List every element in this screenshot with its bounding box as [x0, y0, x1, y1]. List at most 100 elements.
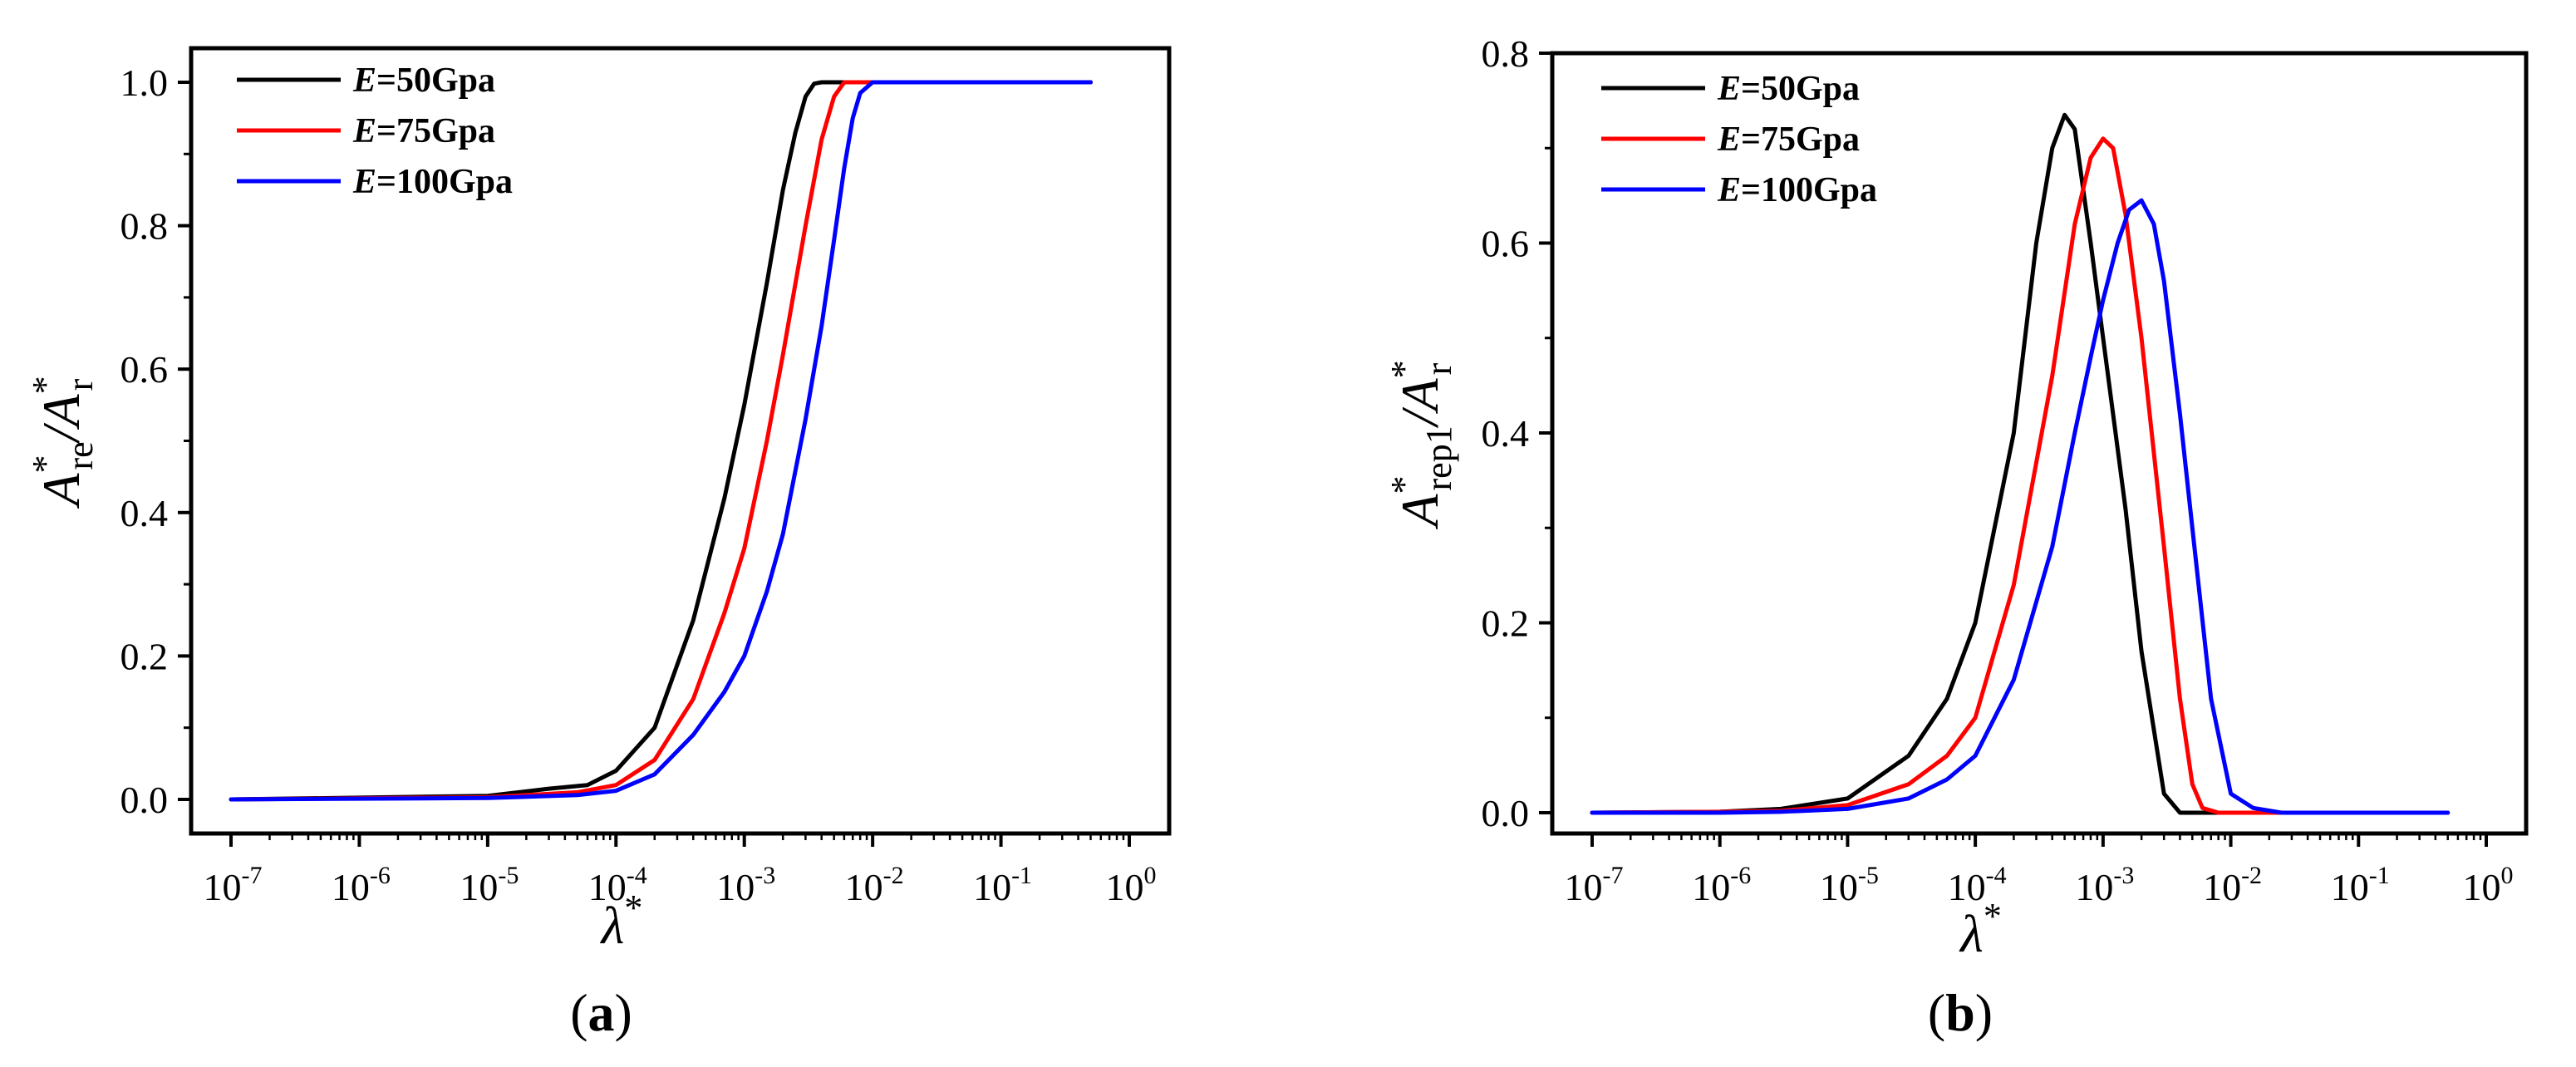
x-tick-base: 10	[2463, 866, 2501, 908]
x-tick-label: 10-3	[716, 862, 775, 908]
caption-letter: b	[1945, 983, 1975, 1042]
x-tick-exponent: -1	[2369, 862, 2390, 889]
legend-value: =100Gpa	[376, 163, 513, 201]
x-tick-exponent: 0	[1144, 862, 1157, 889]
x-tick-label: 100	[1106, 862, 1157, 908]
y-tick-label: 0.2	[120, 635, 169, 677]
x-label-sup: *	[624, 888, 642, 928]
x-tick-label: 10-6	[1692, 862, 1751, 908]
x-tick-exponent: -1	[1011, 862, 1032, 889]
legend-symbol: E	[352, 163, 376, 201]
panel-caption: (b)	[1928, 983, 1993, 1042]
caption-open-paren: (	[570, 983, 587, 1042]
legend-label: E=50Gpa	[352, 61, 495, 100]
x-tick-base: 10	[1565, 866, 1603, 908]
y-label-sub: r	[60, 378, 101, 391]
chart-panel-b: 10-7 10-6 10-5 10-4 10-3 10-2 10-1 1000.00.20.4…	[1384, 32, 2529, 1042]
legend-symbol: E	[1717, 70, 1741, 108]
legend-label: E=75Gpa	[352, 112, 495, 150]
x-tick-base: 10	[332, 866, 370, 908]
x-label-sup: *	[1984, 896, 2002, 937]
y-label-symbol: A	[32, 473, 91, 509]
y-tick-label: 0.8	[1482, 32, 1530, 75]
x-tick-exponent: -3	[2113, 862, 2134, 889]
y-tick-label: 0.6	[120, 348, 169, 391]
x-tick-label: 10-3	[2075, 862, 2134, 908]
caption-open-paren: (	[1928, 983, 1945, 1042]
y-tick-label: 0.0	[1482, 792, 1530, 834]
plot-frame	[189, 46, 1172, 836]
x-tick-label: 10-7	[204, 862, 263, 908]
x-tick-label: 10-6	[332, 862, 391, 908]
x-tick-exponent: -2	[2241, 862, 2262, 889]
x-tick-base: 10	[1820, 866, 1858, 908]
y-tick-label: 1.0	[120, 61, 169, 104]
legend-value: =50Gpa	[1741, 70, 1860, 108]
y-label-denominator: /A	[32, 394, 91, 445]
x-tick-base: 10	[845, 866, 883, 908]
y-label-symbol: A	[1390, 494, 1449, 530]
x-label-symbol: λ	[600, 896, 625, 955]
x-tick-exponent: -3	[755, 862, 775, 889]
legend-symbol: E	[1717, 171, 1741, 209]
legend-symbol: E	[352, 112, 376, 150]
x-tick-base: 10	[460, 866, 498, 908]
x-tick-label: 10-1	[973, 862, 1032, 908]
caption-close-paren: )	[1975, 983, 1993, 1042]
y-label-denominator: /A	[1390, 378, 1449, 429]
y-tick-label: 0.8	[120, 205, 169, 248]
x-tick-label: 10-2	[845, 862, 904, 908]
x-tick-base: 10	[716, 866, 755, 908]
panel-caption: (a)	[570, 983, 632, 1042]
x-tick-label: 10-5	[1820, 862, 1879, 908]
series-line-1	[229, 80, 1093, 802]
x-tick-base: 10	[1948, 866, 1986, 908]
x-tick-label: 10-7	[1565, 862, 1624, 908]
legend-label: E=75Gpa	[1717, 120, 1860, 159]
x-tick-exponent: -4	[1986, 862, 2007, 889]
y-tick-label: 0.4	[120, 492, 169, 534]
x-tick-base: 10	[2075, 866, 2113, 908]
x-tick-exponent: -7	[1603, 862, 1624, 889]
y-label-sup: *	[1384, 475, 1424, 494]
caption-close-paren: )	[615, 983, 632, 1042]
legend-label: E=100Gpa	[1717, 171, 1877, 209]
y-tick-label: 0.2	[1482, 602, 1530, 645]
x-tick-base: 10	[973, 866, 1011, 908]
series-line-1	[1590, 136, 2451, 815]
x-tick-label: 10-2	[2203, 862, 2262, 908]
legend-label: E=50Gpa	[1717, 70, 1860, 108]
chart-panel-a: 10-7 10-6 10-5 10-4 10-3 10-2 10-1 1000.00.20.4…	[25, 46, 1172, 1042]
y-label-sup: *	[25, 455, 66, 473]
legend-value: =50Gpa	[376, 61, 495, 100]
x-tick-exponent: -5	[498, 862, 519, 889]
x-tick-base: 10	[588, 866, 627, 908]
x-tick-exponent: -5	[1858, 862, 1879, 889]
x-tick-label: 100	[2463, 862, 2514, 908]
y-label-sub: r	[1418, 362, 1459, 375]
x-tick-label: 10-1	[2331, 862, 2390, 908]
y-tick-label: 0.6	[1482, 223, 1530, 265]
x-tick-exponent: -4	[627, 862, 647, 889]
plot-frame	[1550, 51, 2529, 836]
x-tick-label: 10-4	[588, 862, 647, 908]
x-tick-base: 10	[2203, 866, 2241, 908]
y-tick-label: 0.4	[1482, 412, 1530, 455]
x-tick-label: 10-5	[460, 862, 519, 908]
x-tick-exponent: -6	[370, 862, 391, 889]
x-tick-base: 10	[204, 866, 242, 908]
x-tick-label: 10-4	[1948, 862, 2007, 908]
y-label-sup: *	[1384, 360, 1424, 378]
x-tick-exponent: -6	[1730, 862, 1751, 889]
x-tick-base: 10	[2331, 866, 2369, 908]
legend-value: =75Gpa	[1741, 120, 1860, 159]
legend-label: E=100Gpa	[352, 163, 513, 201]
series-line-2	[229, 80, 1093, 802]
y-axis-label: A*re/A*r	[25, 376, 101, 509]
x-axis-label: λ*	[1959, 896, 2002, 963]
x-tick-exponent: 0	[2501, 862, 2514, 889]
series-line-2	[1590, 198, 2451, 815]
legend-value: =100Gpa	[1741, 171, 1877, 209]
